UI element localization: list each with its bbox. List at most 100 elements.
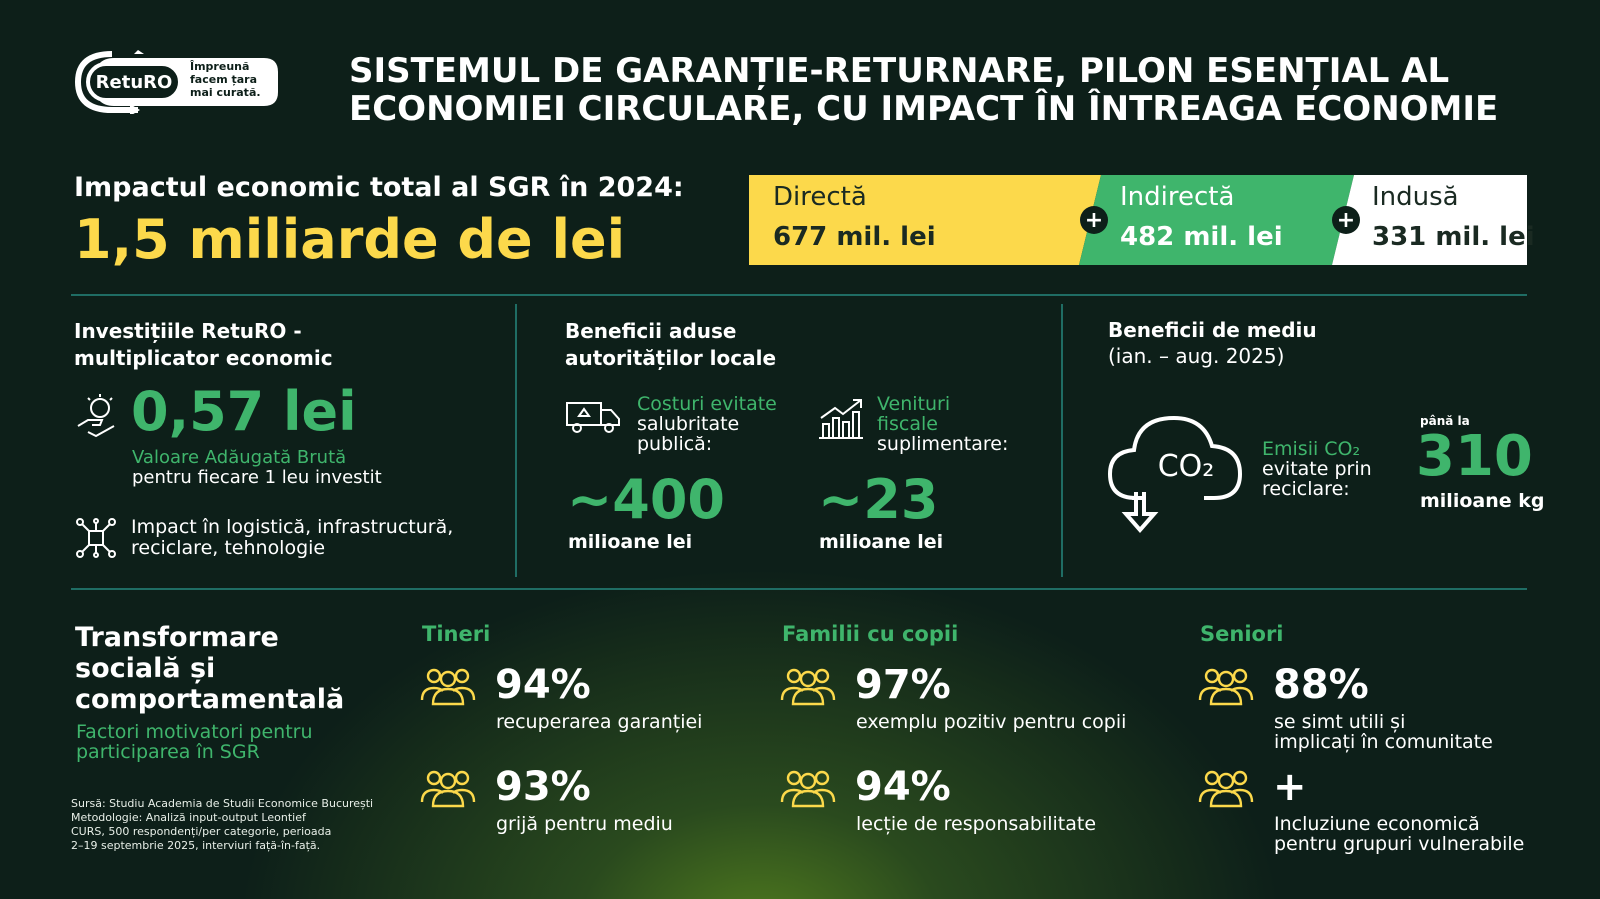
logo-tagline: facem țara — [190, 73, 257, 86]
people-icon — [420, 666, 476, 706]
social-subheading: Factori motivatori pentru participarea î… — [76, 722, 313, 762]
label-line: recuperarea garanției — [496, 711, 703, 733]
network-icon — [76, 518, 116, 558]
co2-icon: CO₂ — [1107, 415, 1243, 534]
text-line: participarea în SGR — [76, 741, 260, 763]
people-icon — [780, 666, 836, 706]
label-line: reciclare: — [1262, 478, 1350, 500]
text-line: Impact în logistică, infrastructură, — [131, 516, 454, 538]
co2-value: 310 — [1416, 424, 1533, 489]
induced-value: 331 mil. lei — [1372, 222, 1535, 252]
logo-tagline: mai curată. — [190, 86, 261, 99]
chart-icon — [819, 399, 863, 439]
item-label: recuperarea garanției — [496, 712, 702, 732]
divider — [515, 304, 517, 577]
divider — [71, 588, 1527, 590]
people-icon — [420, 768, 476, 808]
fiscal-revenue-value: ~23 — [818, 468, 939, 531]
heading-line: comportamentală — [75, 684, 345, 715]
avoided-costs-label: Costuri evitate salubritate publică: — [637, 394, 777, 454]
heading-line: Transformare — [75, 622, 279, 653]
people-icon — [1198, 666, 1254, 706]
section-period: (ian. – aug. 2025) — [1108, 344, 1285, 368]
label-line: salubritate — [637, 413, 740, 435]
label-highlight: Costuri evitate — [637, 393, 777, 415]
direct-value: 677 mil. lei — [773, 222, 936, 252]
people-svg — [420, 768, 476, 808]
people-svg — [780, 768, 836, 808]
fiscal-revenue-label: Venituri fiscale suplimentare: — [877, 394, 1008, 454]
label-line: suplimentare: — [877, 433, 1009, 455]
group-name: Familii cu copii — [782, 622, 959, 646]
text-line: 2–19 septembrie 2025, interviuri față-în… — [71, 839, 321, 852]
label-highlight: fiscale — [877, 413, 938, 435]
value-caption: Valoare Adăugată Brută — [132, 447, 347, 468]
divider — [71, 294, 1527, 296]
item-label: grijă pentru mediu — [496, 814, 673, 834]
truck-icon — [566, 402, 620, 433]
avoided-costs-value: ~400 — [567, 468, 725, 531]
impact-bar: + + — [749, 175, 1527, 265]
plus-sign: + — [1085, 208, 1103, 233]
people-icon — [1198, 768, 1254, 808]
co2-text: CO₂ — [1158, 449, 1215, 484]
item-label: se simt utili și implicați în comunitate — [1274, 712, 1493, 752]
section-heading: Beneficii aduse autorităților locale — [565, 318, 776, 372]
co2-label: Emisii CO₂ evitate prin reciclare: — [1262, 439, 1372, 499]
social-heading: Transformare socială și comportamentală — [75, 622, 344, 715]
group-name: Seniori — [1200, 622, 1284, 646]
co2-prefix: până la — [1420, 414, 1470, 428]
people-svg — [1198, 768, 1254, 808]
label-line: exemplu pozitiv pentru copii — [856, 711, 1127, 733]
avoided-costs-unit: milioane lei — [568, 531, 693, 553]
heading-line: Beneficii aduse — [565, 319, 737, 343]
heading-line: Investițiile RetuRO - — [74, 319, 302, 343]
percentage: + — [1273, 764, 1307, 810]
label-line: grijă pentru mediu — [496, 813, 673, 835]
label-highlight: Emisii CO₂ — [1262, 438, 1361, 460]
induced-name: Indusă — [1372, 182, 1459, 212]
item-label: lecție de responsabilitate — [856, 814, 1096, 834]
title-line: SISTEMUL DE GARANȚIE-RETURNARE, PILON ES… — [349, 51, 1450, 91]
people-svg — [780, 666, 836, 706]
item-label: exemplu pozitiv pentru copii — [856, 712, 1126, 732]
item-label: Incluziune economică pentru grupuri vulne… — [1274, 814, 1524, 854]
money-icon — [77, 394, 115, 438]
text-line: Metodologie: Analiză input-output Leonti… — [71, 811, 306, 824]
segment-induced — [1332, 175, 1527, 265]
logo-name: RetuRO — [96, 72, 173, 93]
text-line: Sursă: Studiu Academia de Studii Economi… — [71, 797, 374, 810]
percentage: 94% — [495, 662, 591, 708]
label-line: lecție de responsabilitate — [856, 813, 1097, 835]
people-svg — [420, 666, 476, 706]
logo-tagline: Împreună — [190, 60, 249, 73]
segment-direct — [749, 175, 1101, 265]
people-icon — [780, 768, 836, 808]
text-line: CURS, 500 respondenți/per categorie, per… — [71, 825, 332, 838]
title: SISTEMUL DE GARANȚIE-RETURNARE, PILON ES… — [349, 52, 1498, 128]
label-line: implicați în comunitate — [1274, 731, 1493, 753]
group-name: Tineri — [422, 622, 491, 646]
source-note: Sursă: Studiu Academia de Studii Economi… — [71, 797, 373, 853]
impact-total: 1,5 miliarde de lei — [74, 208, 626, 271]
impact-text: Impact în logistică, infrastructură, rec… — [131, 517, 453, 559]
section-heading: Beneficii de mediu — [1108, 318, 1317, 342]
percentage: 94% — [855, 764, 951, 810]
direct-name: Directă — [773, 182, 867, 212]
section-heading: Investițiile RetuRO - multiplicator econ… — [74, 318, 333, 372]
impact-label: Impactul economic total al SGR în 2024: — [74, 172, 684, 203]
label-line: pentru grupuri vulnerabile — [1274, 833, 1525, 855]
fiscal-revenue-unit: milioane lei — [819, 531, 944, 553]
segment-indirect — [1079, 175, 1354, 265]
percentage: 88% — [1273, 662, 1369, 708]
indirect-value: 482 mil. lei — [1120, 222, 1283, 252]
text-line: reciclare, tehnologie — [131, 537, 326, 559]
heading-line: autorităților locale — [565, 346, 777, 370]
multiplier-value: 0,57 lei — [131, 380, 357, 443]
people-svg — [1198, 666, 1254, 706]
label-line: Incluziune economică — [1274, 813, 1480, 835]
percentage: 93% — [495, 764, 591, 810]
label-line: evitate prin — [1262, 458, 1372, 480]
title-line: ECONOMIEI CIRCULARE, CU IMPACT ÎN ÎNTREA… — [349, 89, 1499, 129]
